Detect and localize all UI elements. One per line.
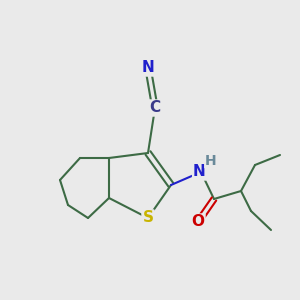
Text: C: C	[149, 100, 161, 116]
Text: S: S	[142, 211, 154, 226]
Text: O: O	[191, 214, 205, 230]
Text: N: N	[193, 164, 206, 179]
Text: N: N	[142, 61, 154, 76]
Text: H: H	[205, 154, 216, 168]
